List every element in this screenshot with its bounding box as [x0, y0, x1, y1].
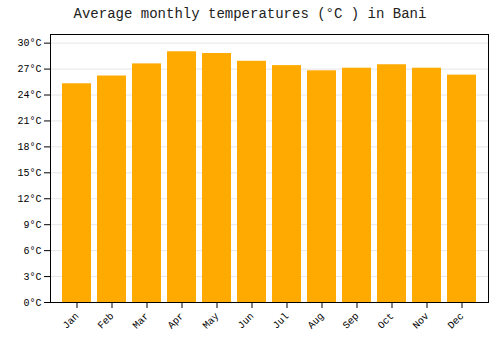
svg-text:15°C: 15°C: [17, 168, 41, 179]
svg-text:Jul: Jul: [271, 311, 292, 332]
html-text:Average monthly temperatures (: Average monthly temperatures (°C ) in Ba…: [73, 6, 427, 22]
svg-text:3°C: 3°C: [23, 272, 41, 283]
svg-text:Feb: Feb: [96, 311, 117, 332]
svg-text:Oct: Oct: [376, 311, 397, 332]
svg-text:21°C: 21°C: [17, 116, 41, 127]
svg-text:18°C: 18°C: [17, 142, 41, 153]
svg-text:May: May: [201, 311, 222, 332]
svg-text:Aug: Aug: [306, 311, 327, 332]
svg-text:Jun: Jun: [236, 311, 257, 332]
svg-text:Mar: Mar: [131, 311, 152, 332]
svg-text:24°C: 24°C: [17, 90, 41, 101]
svg-text:Nov: Nov: [411, 311, 432, 332]
svg-text:Apr: Apr: [166, 311, 187, 332]
svg-text:9°C: 9°C: [23, 220, 41, 231]
svg-text:0°C: 0°C: [23, 298, 41, 309]
svg-text:Jan: Jan: [61, 311, 82, 332]
svg-text:Sep: Sep: [341, 311, 362, 332]
svg-text:6°C: 6°C: [23, 246, 41, 257]
svg-text:27°C: 27°C: [17, 64, 41, 75]
svg-text:Dec: Dec: [446, 311, 467, 332]
svg-text:30°C: 30°C: [17, 38, 41, 49]
svg-text:12°C: 12°C: [17, 194, 41, 205]
